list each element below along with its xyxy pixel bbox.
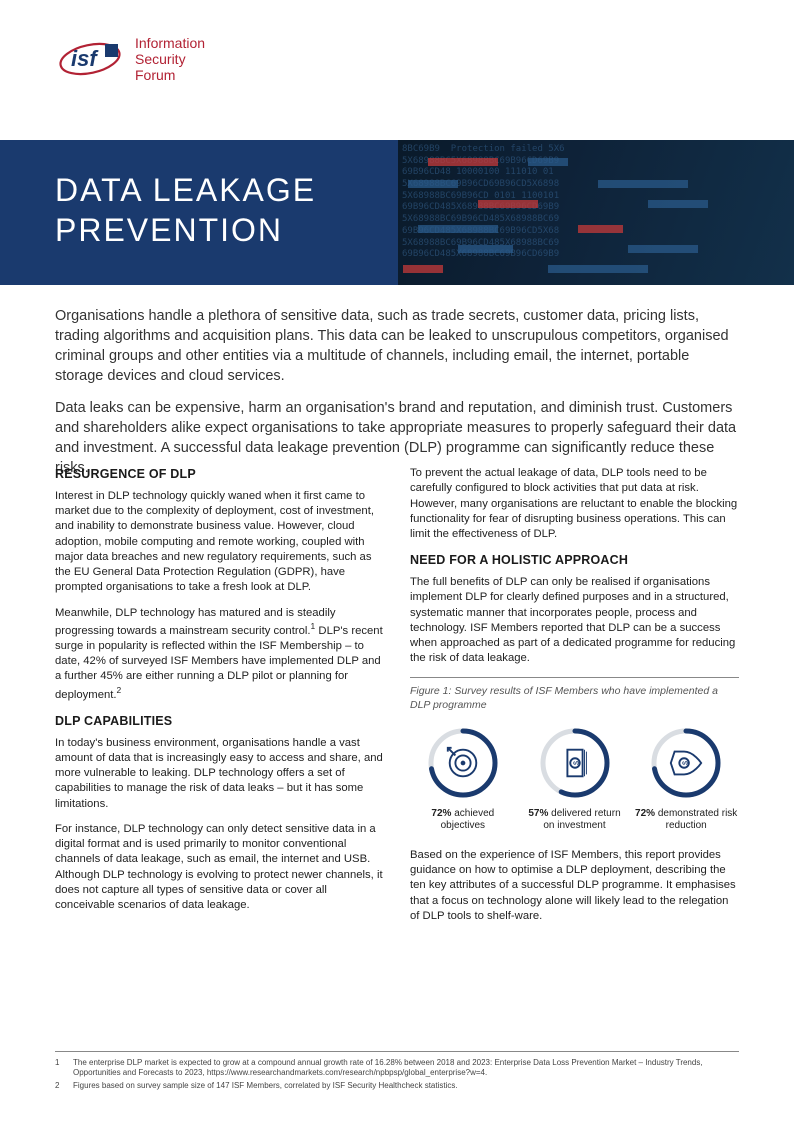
figure-caption: Figure 1: Survey results of ISF Members …	[410, 677, 739, 712]
left-p2a: Meanwhile, DLP technology has matured an…	[55, 607, 336, 637]
target-icon	[444, 744, 482, 782]
heading-holistic: NEED FOR A HOLISTIC APPROACH	[410, 552, 739, 569]
hero-bars	[398, 140, 794, 285]
stat-label: 72% achieved objectives	[410, 808, 516, 832]
footnote: 2 Figures based on survey sample size of …	[55, 1081, 739, 1091]
stat-item: $57% delivered return on investment	[522, 726, 628, 832]
logo-line2: Security	[135, 51, 205, 67]
hero-title-line1: DATA LEAKAGE	[55, 170, 398, 210]
left-p3: In today's business environment, organis…	[55, 736, 384, 812]
stat-item: 72% achieved objectives	[410, 726, 516, 832]
intro-p1: Organisations handle a plethora of sensi…	[55, 306, 739, 386]
intro-block: Organisations handle a plethora of sensi…	[55, 306, 739, 490]
footnote-num: 2	[55, 1081, 65, 1091]
footnote: 1 The enterprise DLP market is expected t…	[55, 1058, 739, 1079]
footnote-text: The enterprise DLP market is expected to…	[73, 1058, 739, 1079]
right-p0: To prevent the actual leakage of data, D…	[410, 466, 739, 542]
footnote-ref-2: 2	[117, 685, 122, 695]
footnote-num: 1	[55, 1058, 65, 1079]
right-column: To prevent the actual leakage of data, D…	[410, 466, 739, 934]
logo-line1: Information	[135, 35, 205, 51]
hero-title-block: DATA LEAKAGE PREVENTION	[0, 140, 398, 285]
money-icon: $	[556, 744, 594, 782]
hero-banner: DATA LEAKAGE PREVENTION 8BC69B9 Protecti…	[0, 140, 794, 285]
stats-row: 72% achieved objectives$57% delivered re…	[410, 726, 739, 832]
stat-label: 72% demonstrated risk reduction	[633, 808, 739, 832]
svg-text:isf: isf	[71, 46, 99, 71]
stat-ring: $	[538, 726, 612, 800]
hero-title-line2: PREVENTION	[55, 210, 398, 250]
logo-line3: Forum	[135, 67, 205, 83]
logo-text: Information Security Forum	[135, 35, 205, 83]
heading-capabilities: DLP CAPABILITIES	[55, 713, 384, 730]
left-column: RESURGENCE OF DLP Interest in DLP techno…	[55, 466, 384, 934]
logo-mark: isf	[55, 36, 125, 82]
body-columns: RESURGENCE OF DLP Interest in DLP techno…	[55, 466, 739, 934]
footnotes: 1 The enterprise DLP market is expected t…	[55, 1051, 739, 1093]
heading-resurgence: RESURGENCE OF DLP	[55, 466, 384, 483]
stat-ring	[426, 726, 500, 800]
stat-ring: $	[649, 726, 723, 800]
stat-label: 57% delivered return on investment	[522, 808, 628, 832]
left-p4: For instance, DLP technology can only de…	[55, 822, 384, 914]
footnote-text: Figures based on survey sample size of 1…	[73, 1081, 458, 1091]
hero-image: 8BC69B9 Protection failed 5X6 5X68988BC5…	[398, 140, 794, 285]
logo: isf Information Security Forum	[55, 35, 205, 83]
right-p1: The full benefits of DLP can only be rea…	[410, 575, 739, 667]
right-p2: Based on the experience of ISF Members, …	[410, 848, 739, 924]
left-p1: Interest in DLP technology quickly waned…	[55, 489, 384, 596]
stat-item: $72% demonstrated risk reduction	[633, 726, 739, 832]
left-p2: Meanwhile, DLP technology has matured an…	[55, 606, 384, 703]
shield-icon: $	[667, 744, 705, 782]
